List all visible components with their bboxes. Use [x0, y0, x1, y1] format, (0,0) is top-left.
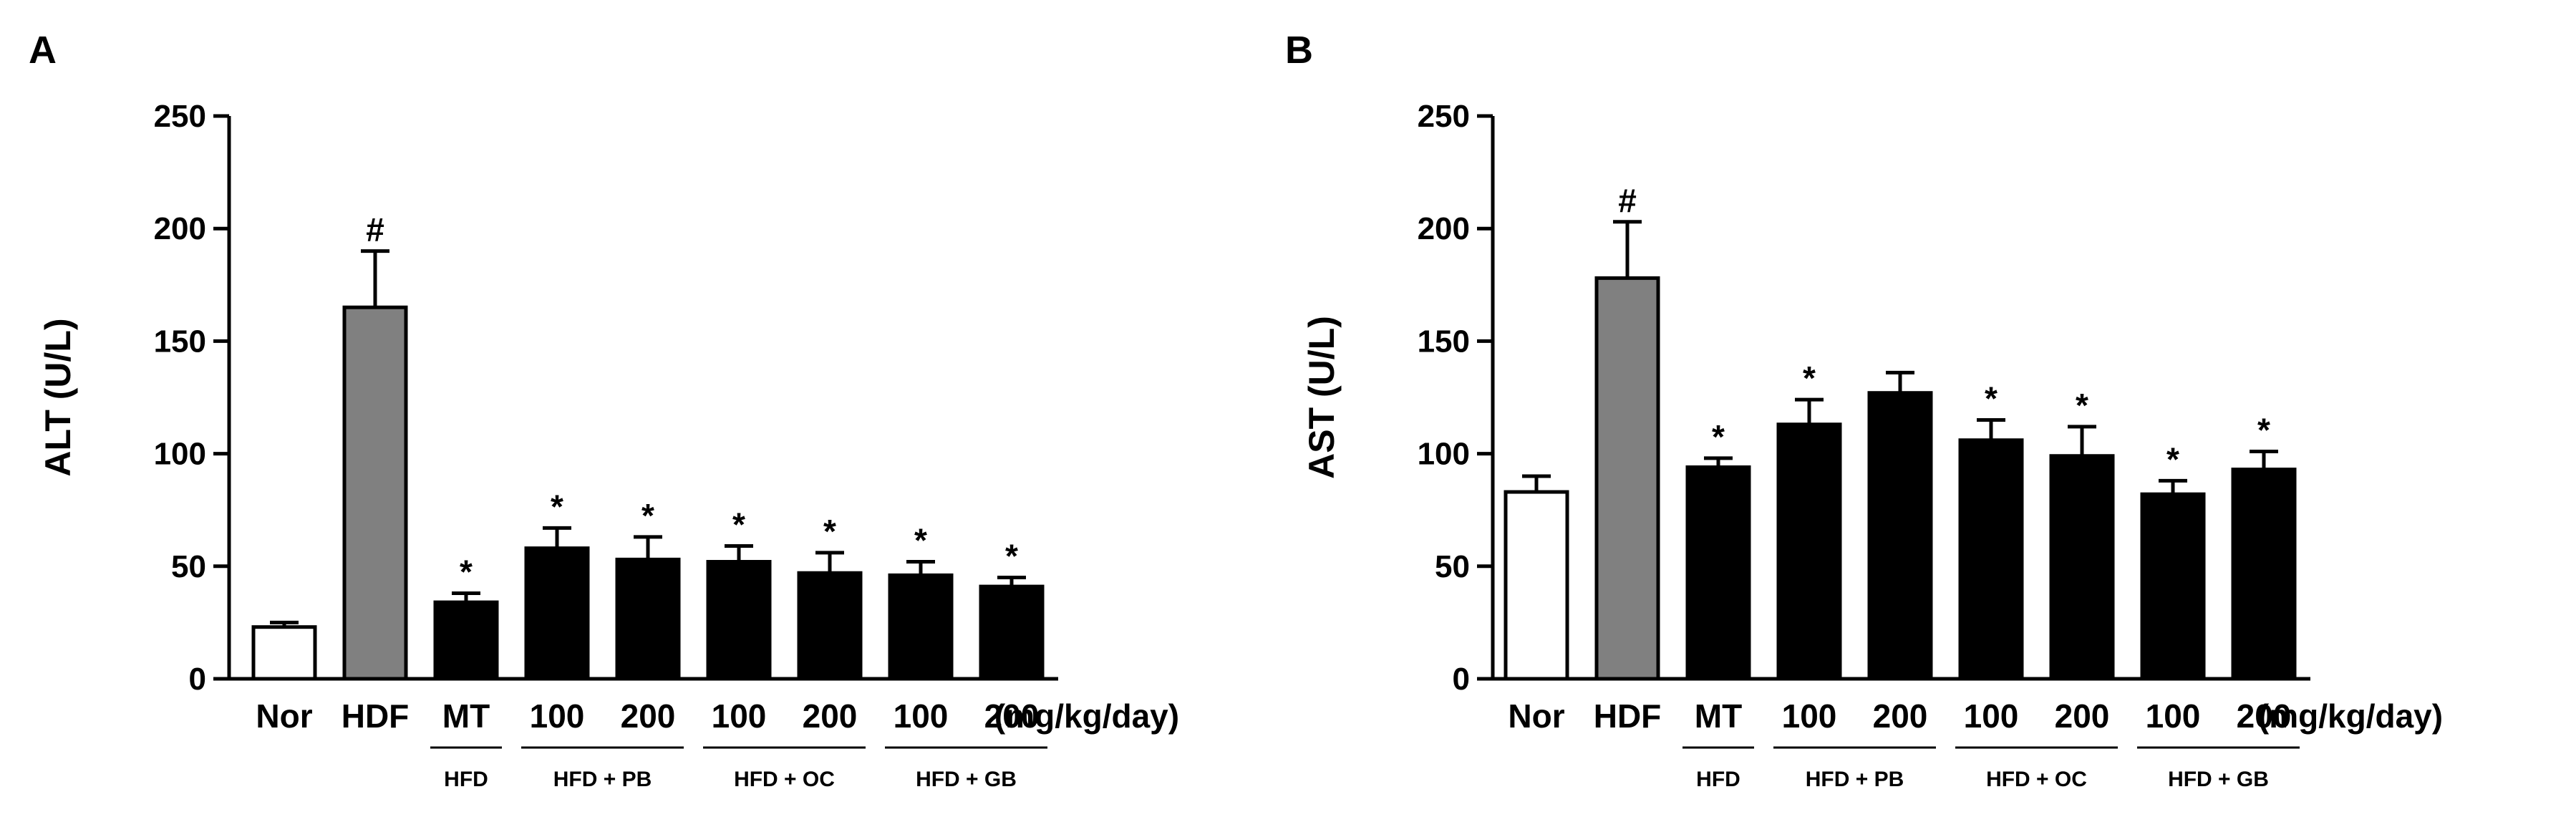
bar — [1685, 465, 1751, 681]
x-category-label: MT — [442, 697, 490, 735]
y-tick-label: 50 — [1435, 549, 1470, 584]
significance-marker: * — [460, 553, 473, 591]
x-category-label: 100 — [1782, 697, 1837, 735]
group-label: HFD — [444, 768, 488, 791]
unit-label: (mg/kg/day) — [994, 697, 1179, 735]
significance-marker: * — [2166, 440, 2179, 478]
panel-letter: A — [29, 29, 57, 72]
bar — [2140, 492, 2206, 681]
significance-marker: * — [1005, 538, 1018, 575]
x-category-label: MT — [1695, 697, 1742, 735]
significance-marker: * — [551, 488, 563, 525]
significance-marker: # — [1618, 182, 1637, 219]
bar — [251, 625, 317, 681]
bar — [979, 584, 1045, 681]
chart-panel-b: B 0 50 100 150 200 250 AST (U/L) Nor # HDF * MT * 100 2… — [1285, 29, 2443, 791]
y-tick-label: 200 — [154, 211, 206, 246]
group-label: HFD — [1696, 768, 1740, 791]
x-category-label: 200 — [2237, 697, 2292, 735]
y-tick-label: 100 — [1418, 437, 1470, 472]
bar — [1958, 438, 2024, 681]
bar — [2231, 468, 2297, 681]
significance-marker: * — [1985, 380, 1998, 417]
group-label: HFD + PB — [553, 768, 652, 791]
bar — [1504, 490, 1569, 681]
significance-marker: * — [2076, 387, 2088, 424]
y-tick-label: 0 — [189, 662, 206, 697]
bar — [797, 571, 863, 681]
group-label: HFD + GB — [2168, 768, 2269, 791]
significance-marker: * — [823, 513, 836, 550]
bar — [706, 560, 772, 681]
x-category-label: HDF — [342, 697, 410, 735]
significance-marker: * — [914, 522, 927, 559]
bar — [342, 305, 408, 681]
significance-marker: * — [2257, 411, 2270, 448]
y-tick-label: 150 — [154, 324, 206, 359]
significance-marker: # — [366, 211, 384, 248]
x-category-label: 200 — [2055, 697, 2110, 735]
bar — [888, 573, 954, 681]
y-tick-label: 0 — [1453, 662, 1470, 697]
bar — [615, 557, 681, 681]
y-axis-title: ALT (U/L) — [38, 318, 78, 476]
group-label: HFD + OC — [734, 768, 835, 791]
group-label: HFD + OC — [1986, 768, 2087, 791]
x-category-label: 100 — [712, 697, 767, 735]
x-category-label: Nor — [1508, 697, 1564, 735]
significance-marker: * — [732, 506, 745, 543]
y-tick-label: 250 — [154, 99, 206, 134]
x-category-label: 200 — [621, 697, 676, 735]
y-tick-label: 250 — [1418, 99, 1470, 134]
bar — [433, 600, 499, 681]
x-category-label: 100 — [2146, 697, 2201, 735]
x-category-label: 200 — [1873, 697, 1928, 735]
chart-panel-a: A 0 50 100 150 200 250 ALT (U/L) Nor # HDF * MT * 100 *… — [29, 29, 1179, 791]
significance-marker: * — [641, 497, 654, 534]
y-tick-label: 150 — [1418, 324, 1470, 359]
x-category-label: 100 — [894, 697, 949, 735]
bar — [2049, 454, 2115, 681]
unit-label: (mg/kg/day) — [2258, 697, 2443, 735]
x-category-label: 200 — [803, 697, 858, 735]
y-tick-label: 200 — [1418, 211, 1470, 246]
bar — [1594, 276, 1660, 681]
group-label: HFD + GB — [916, 768, 1017, 791]
bar — [1776, 422, 1842, 681]
x-category-label: 100 — [530, 697, 585, 735]
bar — [524, 546, 590, 681]
x-category-label: 200 — [984, 697, 1040, 735]
x-category-label: HDF — [1594, 697, 1662, 735]
panel-letter: B — [1285, 29, 1313, 72]
x-category-label: 100 — [1964, 697, 2019, 735]
x-category-label: Nor — [256, 697, 312, 735]
y-tick-label: 100 — [154, 437, 206, 472]
bar — [1867, 391, 1933, 681]
y-axis-title: AST (U/L) — [1302, 316, 1342, 479]
y-tick-label: 50 — [171, 549, 206, 584]
significance-marker: * — [1803, 359, 1816, 397]
significance-marker: * — [1712, 418, 1725, 455]
group-label: HFD + PB — [1806, 768, 1904, 791]
